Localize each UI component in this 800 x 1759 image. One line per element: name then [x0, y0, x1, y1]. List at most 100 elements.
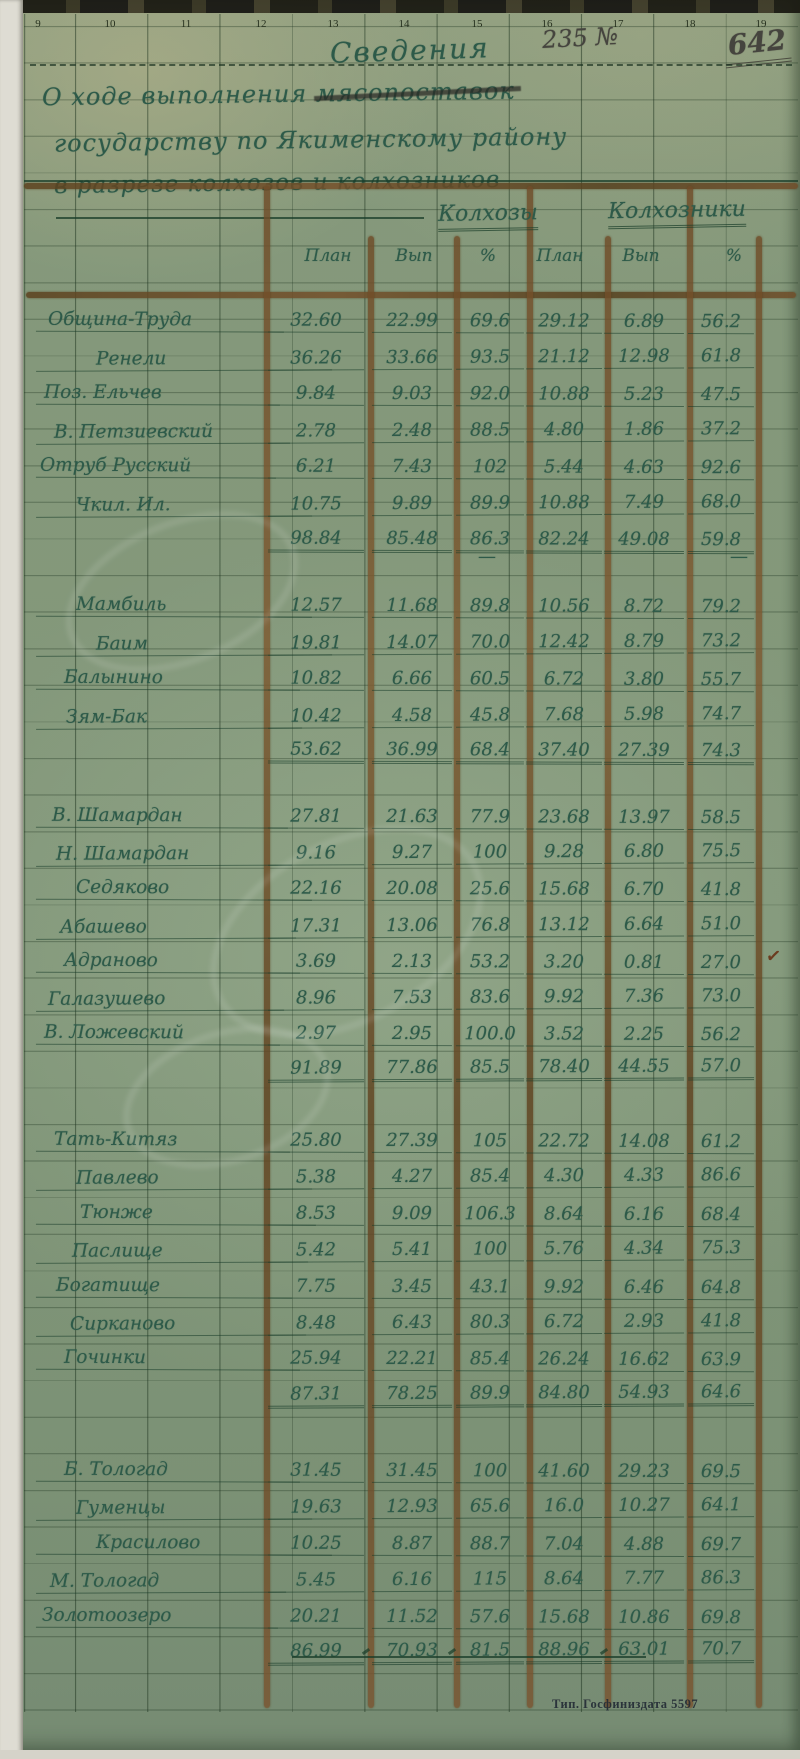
value-cell: 70.93 [371, 1639, 453, 1666]
crayon-divider-7 [756, 236, 762, 1708]
value-cell: 85.4 [455, 1348, 525, 1372]
farm-name: Б. Тологад [35, 1458, 301, 1483]
crayon-divider-5 [605, 236, 611, 1708]
value-cell: 10.27 [603, 1494, 685, 1519]
table-row: Мамбиль 12.57 11.68 89.8 10.56 8.72 79.2 [0, 585, 800, 622]
value-cell: 26.24 [525, 1348, 603, 1373]
value-cell: 78.40 [525, 1056, 603, 1082]
value-cell: 36.26 [267, 346, 365, 371]
value-cell: 6.43 [371, 1311, 453, 1336]
value-cell: 9.84 [267, 382, 365, 407]
value-cell: 12.42 [525, 630, 603, 654]
value-cell: 9.92 [525, 985, 603, 1010]
value-cell: 7.75 [267, 1275, 365, 1299]
value-cell: 10.86 [603, 1606, 685, 1630]
value-cell: 25.94 [267, 1347, 365, 1372]
value-cell: 13.06 [371, 914, 453, 938]
value-cell: 4.80 [525, 418, 603, 443]
value-cell: 6.89 [603, 310, 685, 334]
value-cell: 22.16 [267, 877, 365, 902]
value-cell: 88.5 [455, 419, 525, 443]
table-row: Павлево 5.38 4.27 85.4 4.30 4.33 86.6 [0, 1155, 800, 1193]
value-cell: 63.9 [687, 1349, 755, 1373]
value-cell: 14.07 [371, 631, 453, 655]
value-cell: 8.53 [267, 1202, 365, 1226]
scan-margin-bottom [0, 1750, 800, 1759]
value-cell: 85.5 [455, 1056, 525, 1083]
value-cell: 91.89 [267, 1057, 365, 1084]
value-cell: 10.82 [267, 667, 365, 692]
table-total-row: 87.31 78.25 89.9 84.80 54.93 64.6 [0, 1374, 800, 1412]
value-cell: 6.70 [603, 879, 685, 903]
farm-name: Золотоозеро [35, 1604, 279, 1629]
table-row: Балынино 10.82 6.66 60.5 6.72 3.80 55.7 [0, 658, 800, 695]
table-row: Седяково 22.16 20.08 25.6 15.68 6.70 41.8 [0, 868, 800, 905]
value-cell: 51.0 [687, 912, 755, 937]
check-mark: ✓ [764, 945, 783, 967]
value-cell: 44.55 [603, 1055, 685, 1082]
value-cell: 69.6 [455, 310, 525, 334]
value-cell: 75.5 [687, 840, 755, 864]
value-cell: 9.92 [525, 1276, 603, 1300]
printed-column-number: 11 [180, 18, 192, 30]
value-cell: 11.52 [371, 1605, 453, 1629]
value-cell: 6.16 [371, 1568, 453, 1593]
value-cell: 49.08 [603, 528, 685, 554]
value-cell: 43.1 [455, 1275, 525, 1300]
value-cell: 2.25 [603, 1023, 685, 1048]
pencil-number-642: 642 [722, 22, 793, 69]
value-cell: 64.8 [687, 1276, 755, 1300]
farm-name: Сирканово [35, 1312, 307, 1337]
value-cell: 88.96 [525, 1638, 603, 1665]
crayon-rule-header [26, 292, 796, 298]
value-cell: 27.39 [371, 1129, 453, 1154]
dash-mark: — [478, 546, 496, 567]
value-cell: 7.53 [371, 986, 453, 1011]
value-cell: 64.1 [687, 1494, 755, 1518]
printed-column-number: 14 [398, 18, 410, 30]
value-cell: 7.43 [371, 456, 453, 480]
value-cell: 11.68 [371, 594, 453, 619]
value-cell: 10.25 [267, 1532, 365, 1556]
value-cell: 78.25 [371, 1382, 453, 1408]
value-cell: 2.48 [371, 419, 453, 443]
value-cell: 29.12 [525, 310, 603, 334]
value-cell: 5.45 [267, 1569, 365, 1593]
crayon-divider-1 [264, 186, 270, 1708]
value-cell: 13.97 [603, 806, 685, 830]
value-cell: 7.77 [603, 1567, 685, 1592]
value-cell: 8.72 [603, 595, 685, 619]
value-cell: 33.66 [371, 346, 453, 370]
value-cell: 29.23 [603, 1460, 685, 1484]
subheader-plan: План [536, 246, 584, 266]
value-cell: 86.6 [687, 1164, 755, 1188]
value-cell: 21.12 [525, 345, 603, 369]
value-cell: 100 [455, 1460, 525, 1484]
value-cell: 4.88 [603, 1533, 685, 1557]
value-cell: 57.6 [455, 1605, 525, 1630]
crayon-rule-top [24, 183, 798, 189]
value-cell: 37.2 [687, 417, 755, 442]
value-cell: 20.21 [267, 1605, 365, 1629]
value-cell: 73.2 [687, 629, 755, 654]
value-cell: 9.28 [525, 841, 603, 865]
farm-name: Отруб Русский [35, 455, 277, 479]
table-row: В. Ложевский 2.97 2.95 100.0 3.52 2.25 56.2 [0, 1013, 800, 1050]
value-cell: 69.5 [687, 1461, 755, 1485]
value-cell: 53.62 [267, 738, 365, 765]
value-cell: 61.2 [687, 1131, 755, 1155]
value-cell: 6.16 [603, 1203, 685, 1227]
value-cell: 8.87 [371, 1532, 453, 1556]
value-cell: 2.97 [267, 1022, 365, 1047]
value-cell: 2.95 [371, 1023, 453, 1047]
farm-name: Н. Шамардан [35, 842, 293, 868]
value-cell: 41.8 [687, 879, 755, 903]
crayon-divider-6 [687, 186, 693, 1708]
value-cell: 74.3 [687, 740, 755, 766]
value-cell: 19.81 [267, 631, 365, 656]
value-cell: 80.3 [455, 1311, 525, 1335]
table-row: Община-Труда 32.60 22.99 69.6 29.12 6.89 56.2 [0, 300, 800, 337]
torn-top-edge [18, 0, 800, 13]
value-cell: 6.64 [603, 913, 685, 937]
table-row: Абашево 17.31 13.06 76.8 13.12 6.64 51.0 [0, 903, 800, 941]
